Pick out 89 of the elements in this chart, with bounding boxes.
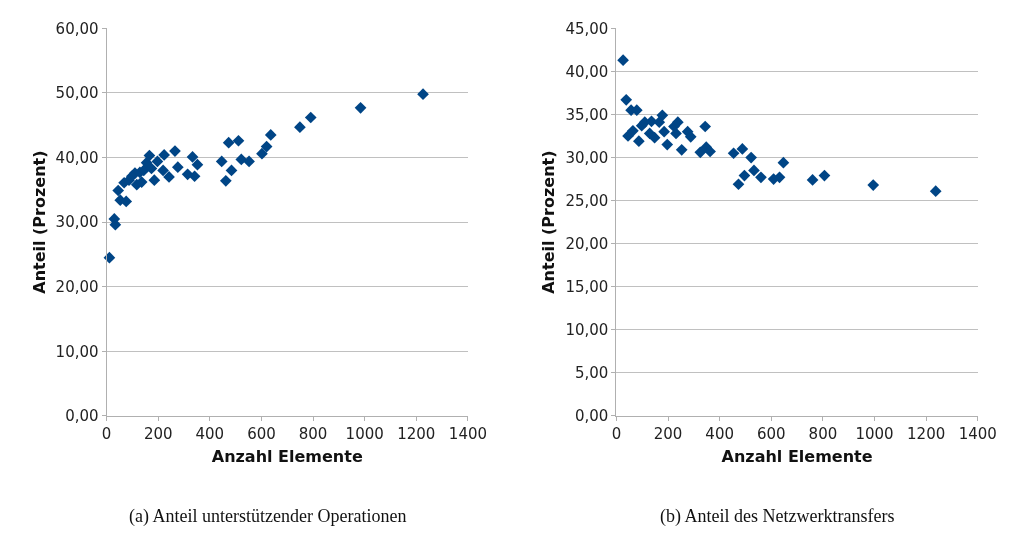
y-tick-label: 40,00 bbox=[55, 148, 99, 167]
point bbox=[157, 164, 169, 177]
x-tick-label: 0 bbox=[611, 424, 622, 443]
point bbox=[755, 171, 767, 184]
point bbox=[112, 184, 125, 197]
point bbox=[191, 158, 204, 171]
point bbox=[806, 174, 819, 186]
y-tick-label: 30,00 bbox=[55, 213, 99, 232]
x-tick-label: 600 bbox=[756, 424, 786, 443]
y-tick-label: 0,00 bbox=[65, 407, 99, 426]
point bbox=[186, 151, 199, 163]
y-tick-label: 45,00 bbox=[565, 19, 609, 38]
point bbox=[620, 93, 633, 106]
point bbox=[777, 156, 790, 169]
point bbox=[704, 145, 716, 158]
point bbox=[617, 54, 629, 67]
point bbox=[745, 151, 757, 164]
point bbox=[222, 136, 235, 149]
point bbox=[694, 146, 707, 159]
text: (b) Anteil des Netzwerktransfers bbox=[660, 506, 895, 527]
x-tick-label: 1400 bbox=[448, 424, 488, 443]
point bbox=[158, 149, 170, 161]
point bbox=[225, 164, 238, 177]
y-tick-label: 0,00 bbox=[574, 407, 609, 426]
point bbox=[243, 155, 255, 168]
y-tick-label: 5,00 bbox=[574, 364, 609, 383]
point bbox=[929, 185, 942, 197]
y-tick-label: 20,00 bbox=[565, 234, 609, 253]
point bbox=[232, 134, 245, 147]
point bbox=[661, 138, 674, 151]
point bbox=[294, 121, 306, 134]
point bbox=[256, 147, 268, 160]
y-tick-label: 10,00 bbox=[55, 342, 99, 361]
y-axis-title: Anteil (Prozent) bbox=[29, 150, 49, 294]
y-tick-label: 40,00 bbox=[565, 62, 609, 81]
x-tick-label: 600 bbox=[247, 424, 276, 443]
y-axis-title: Anteil (Prozent) bbox=[539, 150, 559, 294]
point bbox=[684, 131, 697, 143]
point bbox=[633, 135, 645, 148]
point bbox=[671, 116, 684, 129]
point bbox=[738, 169, 751, 182]
text: (a) Anteil unterstützender Operationen bbox=[129, 506, 407, 527]
point bbox=[151, 155, 164, 168]
point bbox=[235, 153, 248, 166]
point bbox=[260, 140, 273, 153]
point bbox=[658, 125, 670, 138]
x-tick-label: 1400 bbox=[958, 424, 997, 443]
point bbox=[699, 120, 712, 133]
x-axis-title: Anzahl Elemente bbox=[721, 446, 873, 466]
y-tick-label: 25,00 bbox=[565, 191, 609, 210]
point bbox=[171, 161, 184, 174]
y-tick-label: 20,00 bbox=[55, 277, 99, 296]
x-tick-label: 400 bbox=[705, 424, 734, 443]
x-tick-label: 1000 bbox=[855, 424, 894, 443]
point bbox=[304, 111, 317, 124]
y-tick-label: 35,00 bbox=[565, 105, 609, 124]
point bbox=[143, 149, 156, 162]
point bbox=[648, 131, 661, 144]
x-tick-label: 200 bbox=[143, 424, 173, 443]
x-tick-label: 1200 bbox=[397, 424, 436, 443]
x-tick-label: 800 bbox=[298, 424, 328, 443]
x-tick-label: 200 bbox=[653, 424, 683, 443]
point bbox=[656, 109, 669, 122]
point bbox=[727, 147, 740, 160]
point bbox=[818, 169, 831, 182]
point bbox=[867, 179, 880, 191]
y-tick-label: 15,00 bbox=[565, 277, 609, 296]
x-tick-label: 1200 bbox=[907, 424, 946, 443]
y-tick-label: 50,00 bbox=[55, 84, 99, 103]
point bbox=[732, 178, 745, 191]
point bbox=[354, 101, 367, 114]
point bbox=[748, 164, 760, 177]
point bbox=[736, 143, 749, 155]
point bbox=[148, 174, 161, 186]
point bbox=[219, 174, 232, 187]
y-tick-label: 60,00 bbox=[55, 19, 99, 38]
x-axis-title: Anzahl Elemente bbox=[211, 446, 363, 466]
point bbox=[627, 124, 639, 137]
point bbox=[215, 155, 228, 168]
point bbox=[264, 129, 277, 141]
point bbox=[417, 88, 429, 101]
point bbox=[670, 127, 682, 140]
y-tick-label: 30,00 bbox=[565, 148, 609, 167]
point bbox=[675, 143, 688, 156]
x-tick-label: 400 bbox=[195, 424, 225, 443]
x-tick-label: 800 bbox=[808, 424, 838, 443]
x-tick-label: 1000 bbox=[345, 424, 384, 443]
y-tick-label: 10,00 bbox=[565, 321, 609, 340]
x-tick-label: 0 bbox=[101, 424, 112, 443]
